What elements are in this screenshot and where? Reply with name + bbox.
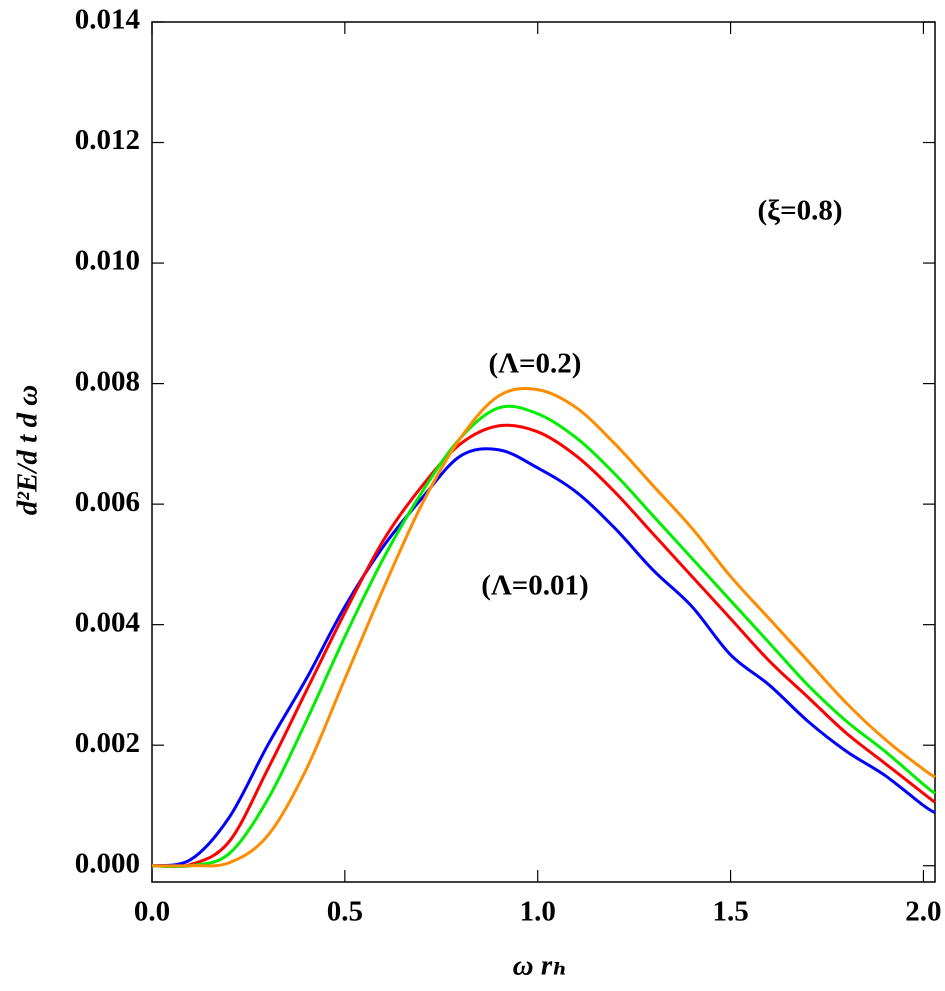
- x-axis-label: ω rₕ: [513, 950, 568, 982]
- series-line: [151, 387, 936, 868]
- y-tick-label: 0.008: [75, 365, 140, 397]
- y-tick-label: 0.000: [75, 847, 140, 879]
- y-tick-label: 0.006: [75, 486, 140, 518]
- series-line: [151, 404, 936, 869]
- series-line: [151, 447, 936, 868]
- x-tick-label: 0.5: [327, 896, 363, 928]
- x-tick-label: 1.5: [712, 896, 748, 928]
- y-tick-label: 0.012: [75, 124, 140, 156]
- annotation: (Λ=0.2): [489, 348, 582, 380]
- x-tick-label: 1.0: [520, 896, 556, 928]
- y-axis-label: d²E/d t d ω: [12, 385, 44, 515]
- y-tick-label: 0.004: [75, 606, 140, 638]
- y-tick-label: 0.002: [75, 727, 140, 759]
- annotation: (ξ=0.8): [757, 195, 842, 227]
- annotation: (Λ=0.01): [481, 570, 588, 602]
- series-line: [151, 423, 936, 869]
- y-tick-label: 0.010: [75, 245, 140, 277]
- x-tick-label: 2.0: [905, 896, 941, 928]
- y-tick-label: 0.014: [75, 4, 140, 36]
- x-tick-label: 0.0: [134, 896, 170, 928]
- plot-frame: [151, 21, 936, 883]
